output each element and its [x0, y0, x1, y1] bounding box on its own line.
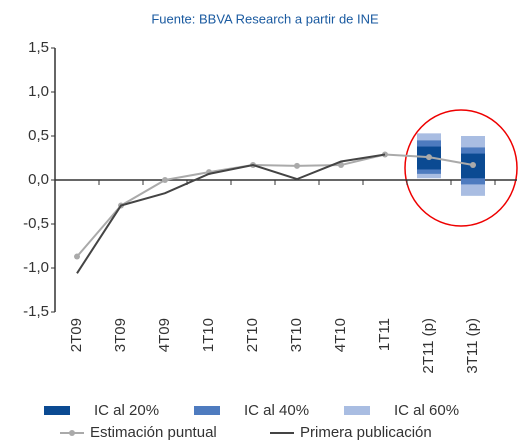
point — [294, 162, 300, 169]
legend-label: Primera publicación — [300, 424, 432, 441]
legend-swatch — [344, 406, 370, 415]
point — [162, 177, 168, 183]
x-tick-label: 2T11 (p) — [420, 318, 437, 374]
legend-label: IC al 40% — [244, 402, 309, 419]
legend-swatch — [194, 406, 220, 415]
point — [470, 162, 476, 169]
legend-marker — [69, 430, 75, 436]
x-tick-label: 4T09 — [156, 318, 173, 352]
y-tick-label: 0,5 — [28, 127, 49, 144]
x-tick-label: 1T10 — [200, 318, 217, 352]
point — [426, 154, 432, 161]
y-tick-label: -1,0 — [23, 259, 49, 276]
x-tick-label: 4T10 — [332, 318, 349, 352]
legend-label: IC al 20% — [94, 402, 159, 419]
x-tick-label: 2T10 — [244, 318, 261, 352]
x-tick-label: 1T11 — [376, 318, 393, 351]
y-tick-label: 0,0 — [28, 171, 49, 188]
point — [338, 162, 344, 169]
x-tick-label: 2T09 — [68, 318, 85, 352]
legend-label: IC al 60% — [394, 402, 459, 419]
y-tick-label: -0,5 — [23, 215, 49, 232]
y-tick-label: -1,5 — [23, 303, 49, 320]
series-line — [76, 153, 474, 258]
legend-label: Estimación puntual — [90, 424, 217, 441]
point — [74, 253, 80, 260]
y-tick-label: 1,5 — [28, 39, 49, 56]
highlight-circle — [404, 109, 518, 227]
series-line — [76, 153, 386, 274]
chart-subtitle: Fuente: BBVA Research a partir de INE — [151, 11, 379, 26]
legend-swatch — [44, 406, 70, 415]
x-tick-label: 3T11 (p) — [464, 318, 481, 374]
x-tick-label: 3T09 — [112, 318, 129, 352]
y-tick-label: 1,0 — [28, 83, 49, 100]
x-tick-label: 3T10 — [288, 318, 305, 352]
